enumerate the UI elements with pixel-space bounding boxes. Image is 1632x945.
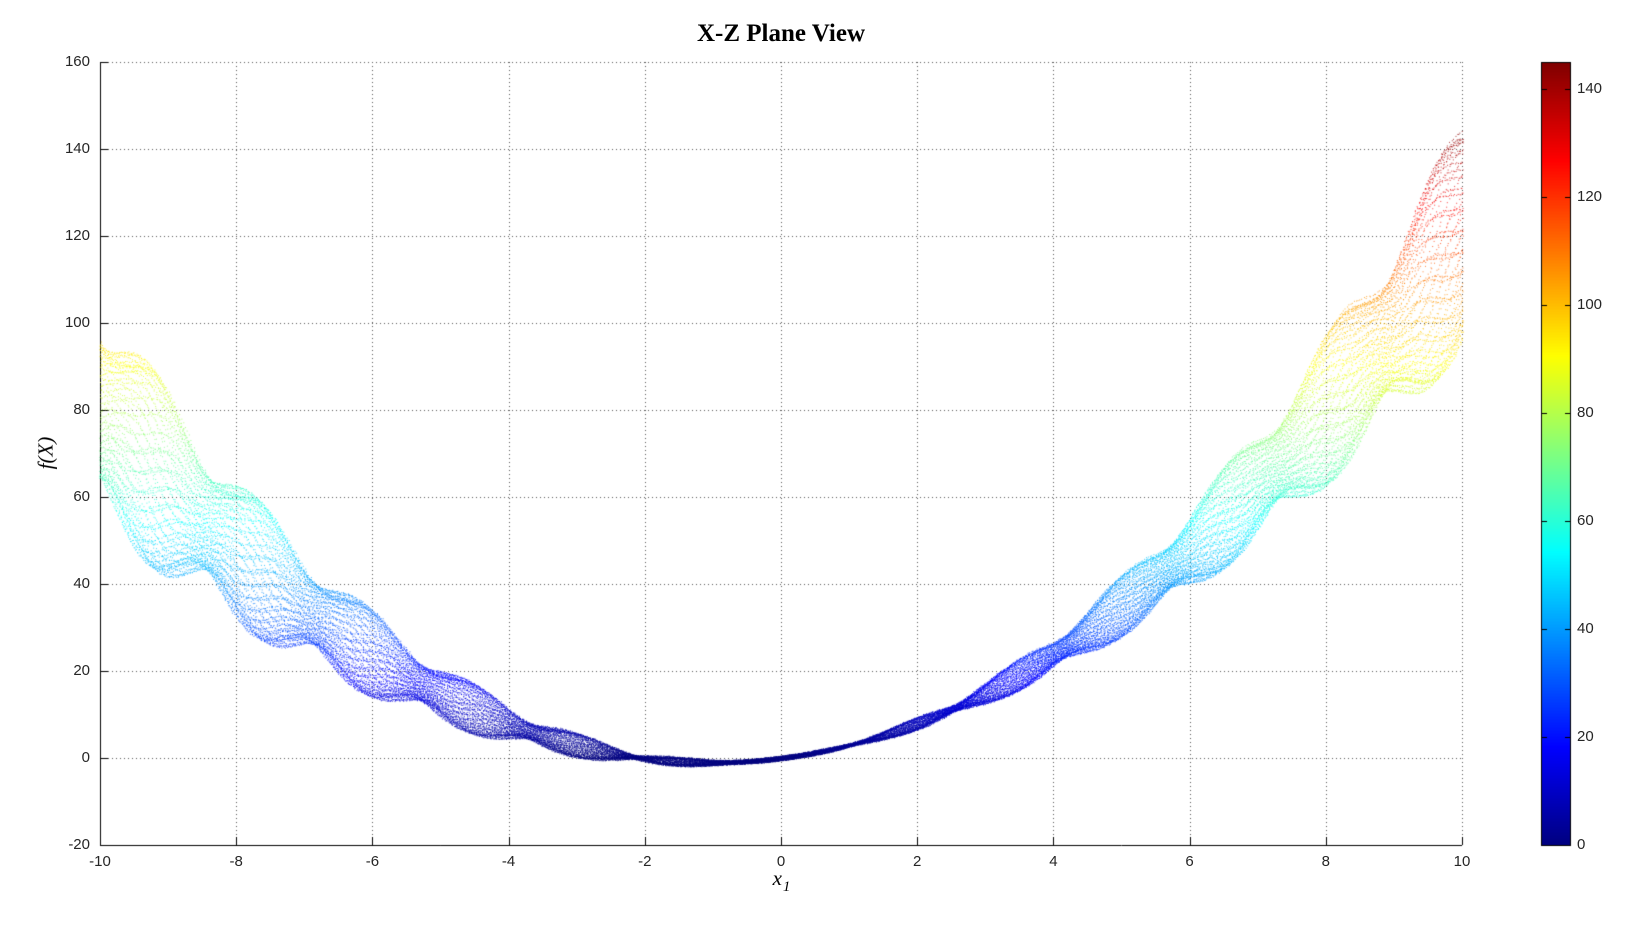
- colorbar: [1541, 62, 1571, 845]
- colorbar-tick-label: 120: [1577, 188, 1627, 206]
- x-tick-label: 10: [1432, 853, 1492, 871]
- y-tick-label: -20: [30, 836, 90, 854]
- x-tick-label: -2: [615, 853, 675, 871]
- x-tick-label: -8: [206, 853, 266, 871]
- y-tick-label: 160: [30, 53, 90, 71]
- y-tick-label: 40: [30, 575, 90, 593]
- colorbar-tick-label: 100: [1577, 296, 1627, 314]
- plot-area: [100, 62, 1462, 845]
- x-axis-label-subscript: 1: [783, 879, 791, 895]
- y-axis-label: f(X): [34, 437, 59, 470]
- colorbar-tick-label: 140: [1577, 80, 1627, 98]
- x-tick-label: -4: [479, 853, 539, 871]
- x-tick-label: 4: [1023, 853, 1083, 871]
- y-tick-label: 60: [30, 488, 90, 506]
- x-tick-label: 6: [1160, 853, 1220, 871]
- x-tick-label: 8: [1296, 853, 1356, 871]
- figure: X-Z Plane View f(X) x1 -10 -8 -6 -4 -2 0 2 4 6 8 1…: [0, 0, 1632, 945]
- y-tick-label: 20: [30, 662, 90, 680]
- y-tick-label: 80: [30, 401, 90, 419]
- y-tick-label: 120: [30, 227, 90, 245]
- y-tick-label: 100: [30, 314, 90, 332]
- y-tick-label: 0: [30, 749, 90, 767]
- x-tick-label: -10: [70, 853, 130, 871]
- colorbar-tick-label: 40: [1577, 620, 1627, 638]
- y-tick-label: 140: [30, 140, 90, 158]
- x-tick-label: -6: [342, 853, 402, 871]
- colorbar-tick-label: 60: [1577, 512, 1627, 530]
- x-tick-label: 2: [887, 853, 947, 871]
- colorbar-tick-label: 0: [1577, 836, 1627, 854]
- colorbar-tick-label: 20: [1577, 728, 1627, 746]
- colorbar-tick-label: 80: [1577, 404, 1627, 422]
- chart-title: X-Z Plane View: [100, 20, 1462, 48]
- x-tick-label: 0: [751, 853, 811, 871]
